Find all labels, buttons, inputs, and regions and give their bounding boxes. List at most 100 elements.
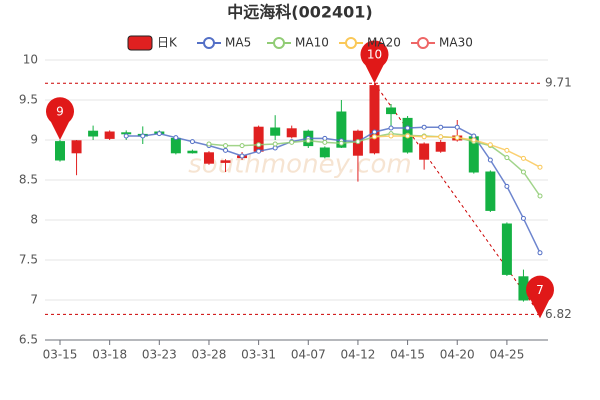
ma-point <box>454 135 460 141</box>
ma-point <box>189 139 195 145</box>
ma-point <box>504 183 510 189</box>
x-tick-label: 03-28 <box>192 348 227 362</box>
ma-point <box>471 133 477 139</box>
ma-point <box>338 140 344 146</box>
ma-point <box>405 125 411 131</box>
ma-point <box>140 133 146 139</box>
ma-point <box>239 143 245 149</box>
candle-body <box>319 147 330 158</box>
y-tick-label: 8 <box>30 213 38 227</box>
ma-point <box>239 153 245 159</box>
ma-point <box>537 164 543 170</box>
ma-point <box>438 124 444 130</box>
ma-point <box>454 124 460 130</box>
pin-shape <box>360 40 389 84</box>
pin-label: 9 <box>56 105 64 119</box>
ma-point <box>173 135 179 141</box>
legend-marker <box>417 37 429 49</box>
candle-body <box>170 137 181 154</box>
ma-point <box>322 135 328 141</box>
candle-body <box>203 152 214 164</box>
ma-point <box>206 141 212 147</box>
x-tick-label: 03-23 <box>142 348 177 362</box>
ma-point <box>471 137 477 143</box>
ma-point <box>272 145 278 151</box>
ma-point <box>421 124 427 130</box>
y-tick-label: 7 <box>30 293 38 307</box>
ma-point <box>371 129 377 135</box>
ma-point <box>405 133 411 139</box>
trend-line <box>374 82 541 315</box>
legend-label: MA5 <box>225 36 251 50</box>
ma-point <box>355 139 361 145</box>
chart-title: 中远海科(002401) <box>227 3 372 22</box>
candle-body <box>220 160 231 163</box>
watermark: southmoney.com <box>188 150 411 180</box>
legend-marker <box>345 37 357 49</box>
ma-point <box>388 133 394 139</box>
pin-label: 7 <box>536 283 544 297</box>
ma-point <box>421 134 427 140</box>
ma-point <box>305 138 311 144</box>
x-tick-label: 03-18 <box>92 348 127 362</box>
candle-body <box>501 223 512 275</box>
candle-body <box>71 140 82 154</box>
legend-marker <box>273 37 285 49</box>
legend-label: 日K <box>157 36 178 50</box>
ma-point <box>223 147 229 153</box>
candle-body <box>419 143 430 160</box>
x-tick-label: 04-07 <box>291 348 326 362</box>
ma-point <box>256 148 262 154</box>
pin: 10 <box>360 40 389 84</box>
legend-label: MA10 <box>295 36 329 50</box>
pin: 7 <box>526 275 555 319</box>
reference-label: 9.71 <box>545 76 572 90</box>
reference-label: 6.82 <box>545 307 572 321</box>
candle-body <box>485 171 496 211</box>
pin: 9 <box>46 97 75 140</box>
pin-shape <box>526 275 555 319</box>
y-tick-label: 8.5 <box>19 173 38 187</box>
legend-marker <box>203 37 215 49</box>
candle-body <box>386 107 397 115</box>
ma-point <box>537 250 543 256</box>
y-tick-label: 6.5 <box>19 333 38 347</box>
ma-line <box>126 126 541 254</box>
y-tick-label: 7.5 <box>19 253 38 267</box>
x-tick-label: 03-15 <box>43 348 78 362</box>
y-tick-label: 9 <box>30 133 38 147</box>
candle-body <box>286 128 297 138</box>
x-tick-label: 04-25 <box>489 348 524 362</box>
pin-label: 10 <box>367 48 382 62</box>
legend-label: MA20 <box>367 36 401 50</box>
ma-point <box>504 155 510 161</box>
candle-body <box>88 130 99 137</box>
candle-body <box>435 141 446 152</box>
ma-point <box>272 141 278 147</box>
ma-point <box>123 133 129 139</box>
x-tick-label: 03-31 <box>241 348 276 362</box>
legend-label: MA30 <box>439 36 473 50</box>
ma-point <box>520 155 526 161</box>
ma-point <box>438 134 444 140</box>
ma-point <box>322 139 328 145</box>
ma-point <box>537 193 543 199</box>
candle-body <box>187 150 198 154</box>
ma-point <box>289 139 295 145</box>
x-tick-label: 04-12 <box>340 348 375 362</box>
x-tick-label: 04-20 <box>440 348 475 362</box>
ma-point <box>156 131 162 137</box>
ma-point <box>520 169 526 175</box>
ma-point <box>520 215 526 221</box>
y-tick-label: 10 <box>23 53 38 67</box>
ma-point <box>388 125 394 131</box>
ma-point <box>504 147 510 153</box>
ma-point <box>487 142 493 148</box>
pin-shape <box>46 97 75 140</box>
y-tick-label: 9.5 <box>19 93 38 107</box>
candle-body <box>253 126 264 152</box>
candle-body <box>270 127 281 136</box>
candle-body <box>104 131 115 139</box>
candle-body <box>55 141 65 161</box>
